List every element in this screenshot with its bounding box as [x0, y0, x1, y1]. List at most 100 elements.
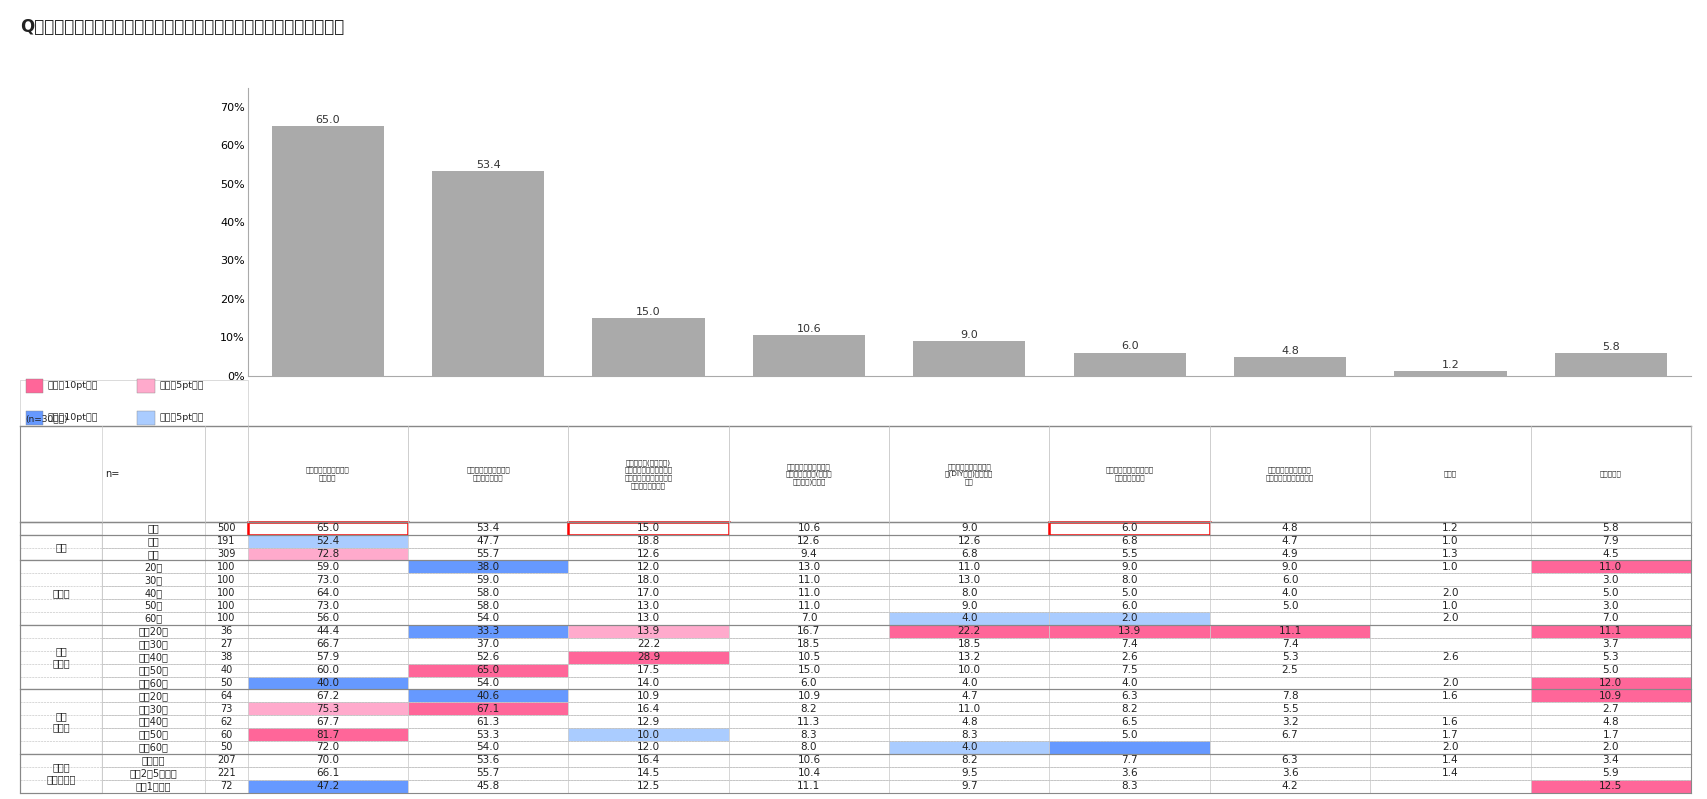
Bar — [1369, 690, 1529, 702]
Bar — [729, 677, 889, 690]
Bar — [592, 318, 705, 376]
Text: 1.6: 1.6 — [1441, 717, 1458, 726]
Bar — [102, 625, 205, 638]
Text: 3.4: 3.4 — [1601, 755, 1618, 765]
Text: 53.6: 53.6 — [476, 755, 500, 765]
Text: 全体＋5pt以上: 全体＋5pt以上 — [159, 381, 205, 391]
Bar — [205, 650, 248, 664]
Bar — [1048, 547, 1209, 560]
Text: 年代別: 年代別 — [53, 588, 70, 598]
Bar — [568, 702, 729, 715]
Bar — [248, 612, 408, 625]
Bar — [889, 625, 1048, 638]
Bar — [102, 650, 205, 664]
Bar — [205, 677, 248, 690]
Text: 4.0: 4.0 — [1280, 588, 1297, 598]
Text: 4.7: 4.7 — [961, 691, 976, 701]
Text: 1.3: 1.3 — [1441, 549, 1458, 559]
Text: 40.0: 40.0 — [316, 678, 340, 688]
Text: 10.0: 10.0 — [637, 729, 659, 740]
Text: 4.7: 4.7 — [1280, 536, 1297, 546]
Bar — [102, 767, 205, 780]
Bar — [205, 702, 248, 715]
Bar — [1209, 677, 1369, 690]
Bar — [568, 612, 729, 625]
Bar — [1209, 574, 1369, 586]
Text: 8.0: 8.0 — [801, 742, 816, 753]
Bar — [1048, 780, 1209, 793]
Text: 5.0: 5.0 — [1280, 601, 1297, 610]
Bar — [102, 586, 205, 599]
Text: 38.0: 38.0 — [476, 562, 500, 572]
Text: 53.3: 53.3 — [476, 729, 500, 740]
Bar — [1048, 599, 1209, 612]
Text: 10.9: 10.9 — [797, 691, 819, 701]
Bar — [1369, 650, 1529, 664]
Bar — [408, 612, 568, 625]
Bar — [1048, 522, 1209, 535]
Text: 14.0: 14.0 — [637, 678, 659, 688]
Text: 6.0: 6.0 — [1120, 341, 1139, 352]
Bar — [1393, 371, 1506, 376]
Bar — [729, 522, 889, 535]
Bar — [568, 599, 729, 612]
Bar — [1529, 715, 1690, 728]
Text: 9.0: 9.0 — [961, 523, 976, 533]
Text: 男性30代: 男性30代 — [138, 639, 169, 650]
Bar — [1048, 677, 1209, 690]
Text: 54.0: 54.0 — [476, 742, 500, 753]
Bar — [1048, 560, 1209, 574]
Bar — [248, 522, 408, 535]
Text: 191: 191 — [217, 536, 236, 546]
Text: 33.3: 33.3 — [476, 626, 500, 636]
Bar — [26, 379, 43, 393]
Bar — [271, 126, 384, 376]
Text: 4.8: 4.8 — [1601, 717, 1618, 726]
Bar — [1048, 728, 1209, 741]
Text: 50: 50 — [220, 742, 232, 753]
Text: 66.1: 66.1 — [316, 769, 340, 778]
Text: 72.0: 72.0 — [316, 742, 340, 753]
Bar — [1209, 638, 1369, 650]
Text: 女性: 女性 — [149, 549, 159, 559]
Bar — [1529, 780, 1690, 793]
Text: 8.2: 8.2 — [961, 755, 976, 765]
Bar — [568, 535, 729, 547]
Bar — [729, 560, 889, 574]
Text: 6.7: 6.7 — [1280, 729, 1297, 740]
Text: ほぼ毎日: ほぼ毎日 — [142, 755, 166, 765]
Text: 女性60代: 女性60代 — [138, 742, 169, 753]
Bar — [408, 728, 568, 741]
Text: 使用済み油を液体のま
ま容器に入れて(可燃ご
みなどで)捨てる: 使用済み油を液体のま ま容器に入れて(可燃ご みなどで)捨てる — [785, 463, 831, 485]
Text: 女性50代: 女性50代 — [138, 729, 169, 740]
Text: 3.6: 3.6 — [1280, 769, 1297, 778]
Bar — [248, 586, 408, 599]
Bar — [1048, 612, 1209, 625]
Bar — [568, 638, 729, 650]
Text: 男性40代: 男性40代 — [138, 652, 169, 662]
Bar — [729, 638, 889, 650]
Text: 2.0: 2.0 — [1441, 678, 1458, 688]
Text: 11.1: 11.1 — [797, 781, 819, 791]
Text: 18.8: 18.8 — [637, 536, 661, 546]
Bar — [20, 625, 102, 690]
Bar — [1369, 625, 1529, 638]
Bar — [729, 767, 889, 780]
Bar — [1369, 426, 1529, 522]
Text: 100: 100 — [217, 574, 236, 585]
Text: 13.9: 13.9 — [637, 626, 661, 636]
Bar — [729, 426, 889, 522]
Text: 7.0: 7.0 — [1601, 614, 1618, 623]
Text: 食用油
使用頻度別: 食用油 使用頻度別 — [46, 762, 77, 784]
Text: n=: n= — [106, 469, 119, 479]
Bar — [1553, 353, 1666, 376]
Bar — [1048, 535, 1209, 547]
Bar — [889, 547, 1048, 560]
Bar — [889, 702, 1048, 715]
Bar — [205, 664, 248, 677]
Text: 4.0: 4.0 — [961, 614, 976, 623]
Text: 27: 27 — [220, 639, 232, 650]
Bar — [1369, 560, 1529, 574]
Bar — [408, 677, 568, 690]
Text: 11.0: 11.0 — [797, 588, 819, 598]
